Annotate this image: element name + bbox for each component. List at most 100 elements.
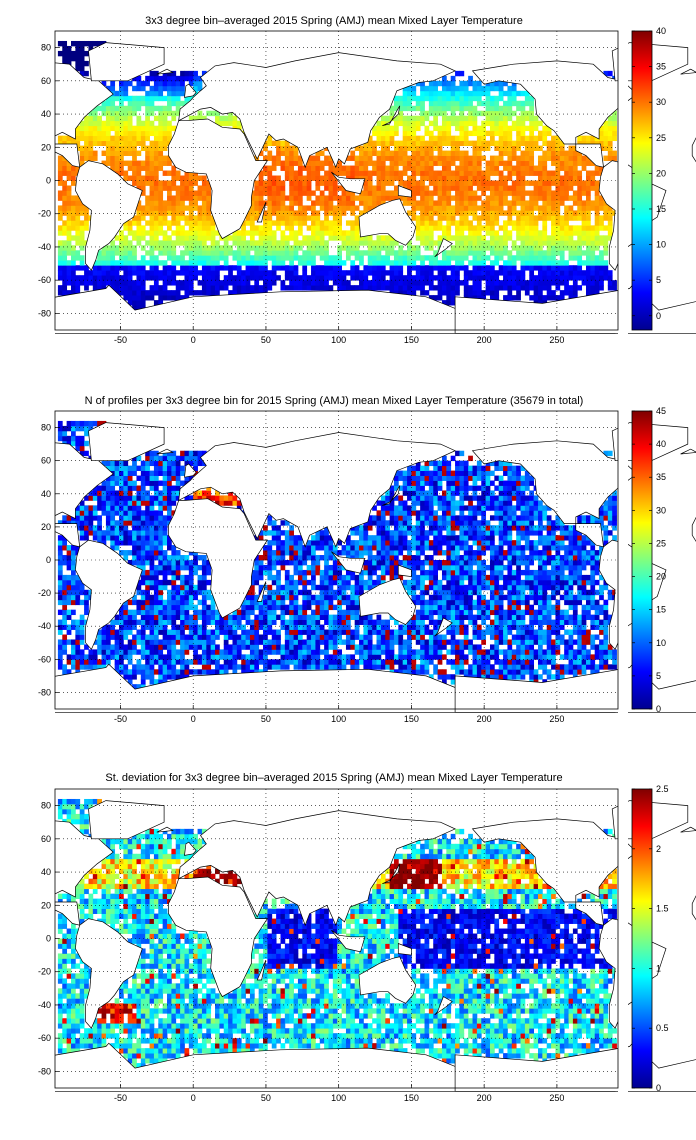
heatmap-bin [585,200,591,206]
heatmap-bin [293,250,299,256]
heatmap-bin [472,130,478,137]
heatmap-bin [551,155,556,161]
heatmap-bin [127,135,133,142]
heatmap-bin [345,270,351,276]
heatmap-bin [350,195,356,201]
heatmap-bin [293,629,299,635]
heatmap-bin [607,215,613,221]
heatmap-bin [167,674,172,680]
heatmap-bin [524,659,530,665]
heatmap-bin [450,674,456,680]
heatmap-bin [140,265,146,271]
heatmap-bin [376,245,382,251]
heatmap-bin [520,280,526,286]
heatmap-bin [119,150,124,156]
heatmap-bin [249,634,255,640]
heatmap-bin [158,270,164,276]
heatmap-bin [149,145,155,151]
heatmap-bin [153,225,159,231]
heatmap-bin [437,140,443,147]
heatmap-bin [607,235,613,241]
heatmap-bin [267,629,273,635]
heatmap-bin [581,639,587,645]
heatmap-bin [175,614,181,620]
heatmap-bin [105,85,111,92]
heatmap-bin [411,150,417,156]
heatmap-bin [306,659,312,665]
heatmap-bin [551,654,556,660]
heatmap-bin [472,195,478,201]
heatmap-bin [433,285,438,291]
heatmap-bin [433,80,438,87]
heatmap-bin [188,225,194,231]
heatmap-bin [581,205,587,211]
heatmap-bin [145,145,150,151]
heatmap-bin [542,130,548,137]
heatmap-bin [123,120,129,127]
heatmap-bin [507,629,513,635]
heatmap-bin [354,634,360,640]
heatmap-bin [524,115,530,122]
heatmap-bin [140,255,146,261]
heatmap-bin [415,624,421,630]
heatmap-bin [75,60,81,67]
heatmap-bin [145,639,150,645]
heatmap-bin [206,664,212,670]
heatmap-bin [446,210,452,216]
heatmap-bin [537,215,543,221]
heatmap-bin [123,150,129,156]
heatmap-bin [603,644,609,650]
heatmap-bin [145,115,150,122]
heatmap-bin [529,240,535,246]
heatmap-bin [577,619,583,625]
heatmap-bin [450,300,456,306]
heatmap-bin [498,225,504,231]
heatmap-bin [607,285,613,291]
heatmap-bin [441,80,447,87]
heatmap-bin [315,175,321,181]
heatmap-bin [463,235,469,241]
heatmap-bin [420,644,425,650]
heatmap-bin [529,270,535,276]
heatmap-bin [145,290,150,296]
heatmap-bin [359,250,364,256]
heatmap-bin [524,215,530,221]
heatmap-bin [297,260,303,266]
heatmap-bin [302,619,308,625]
heatmap-bin [162,75,168,82]
heatmap-bin [489,165,495,171]
heatmap-bin [372,270,377,276]
heatmap-bin [498,125,504,132]
heatmap-bin [376,265,382,271]
heatmap-bin [542,185,548,191]
heatmap-bin [306,215,312,221]
heatmap-bin [398,634,404,640]
heatmap-bin [341,280,347,286]
heatmap-bin [311,265,316,271]
heatmap-bin [441,135,447,142]
heatmap-bin [380,664,386,670]
heatmap-bin [332,230,338,236]
heatmap-bin [555,230,561,236]
heatmap-bin [455,105,460,112]
heatmap-bin [599,215,604,221]
heatmap-bin [127,654,133,660]
heatmap-bin [228,265,233,271]
heatmap-bin [459,619,465,625]
heatmap-bin [332,619,338,625]
heatmap-bin [568,225,574,231]
heatmap-bin [537,235,543,241]
heatmap-bin [577,639,583,645]
heatmap-bin [332,260,338,266]
heatmap-bin [468,220,473,226]
heatmap-bin [184,674,190,680]
heatmap-bin [441,155,447,161]
heatmap-bin [162,135,168,142]
heatmap-bin [345,205,351,211]
heatmap-bin [407,654,412,660]
heatmap-bin [162,270,168,276]
heatmap-bin [145,275,150,281]
heatmap-bin [411,624,417,630]
heatmap-bin [180,75,185,82]
heatmap-bin [324,160,329,166]
